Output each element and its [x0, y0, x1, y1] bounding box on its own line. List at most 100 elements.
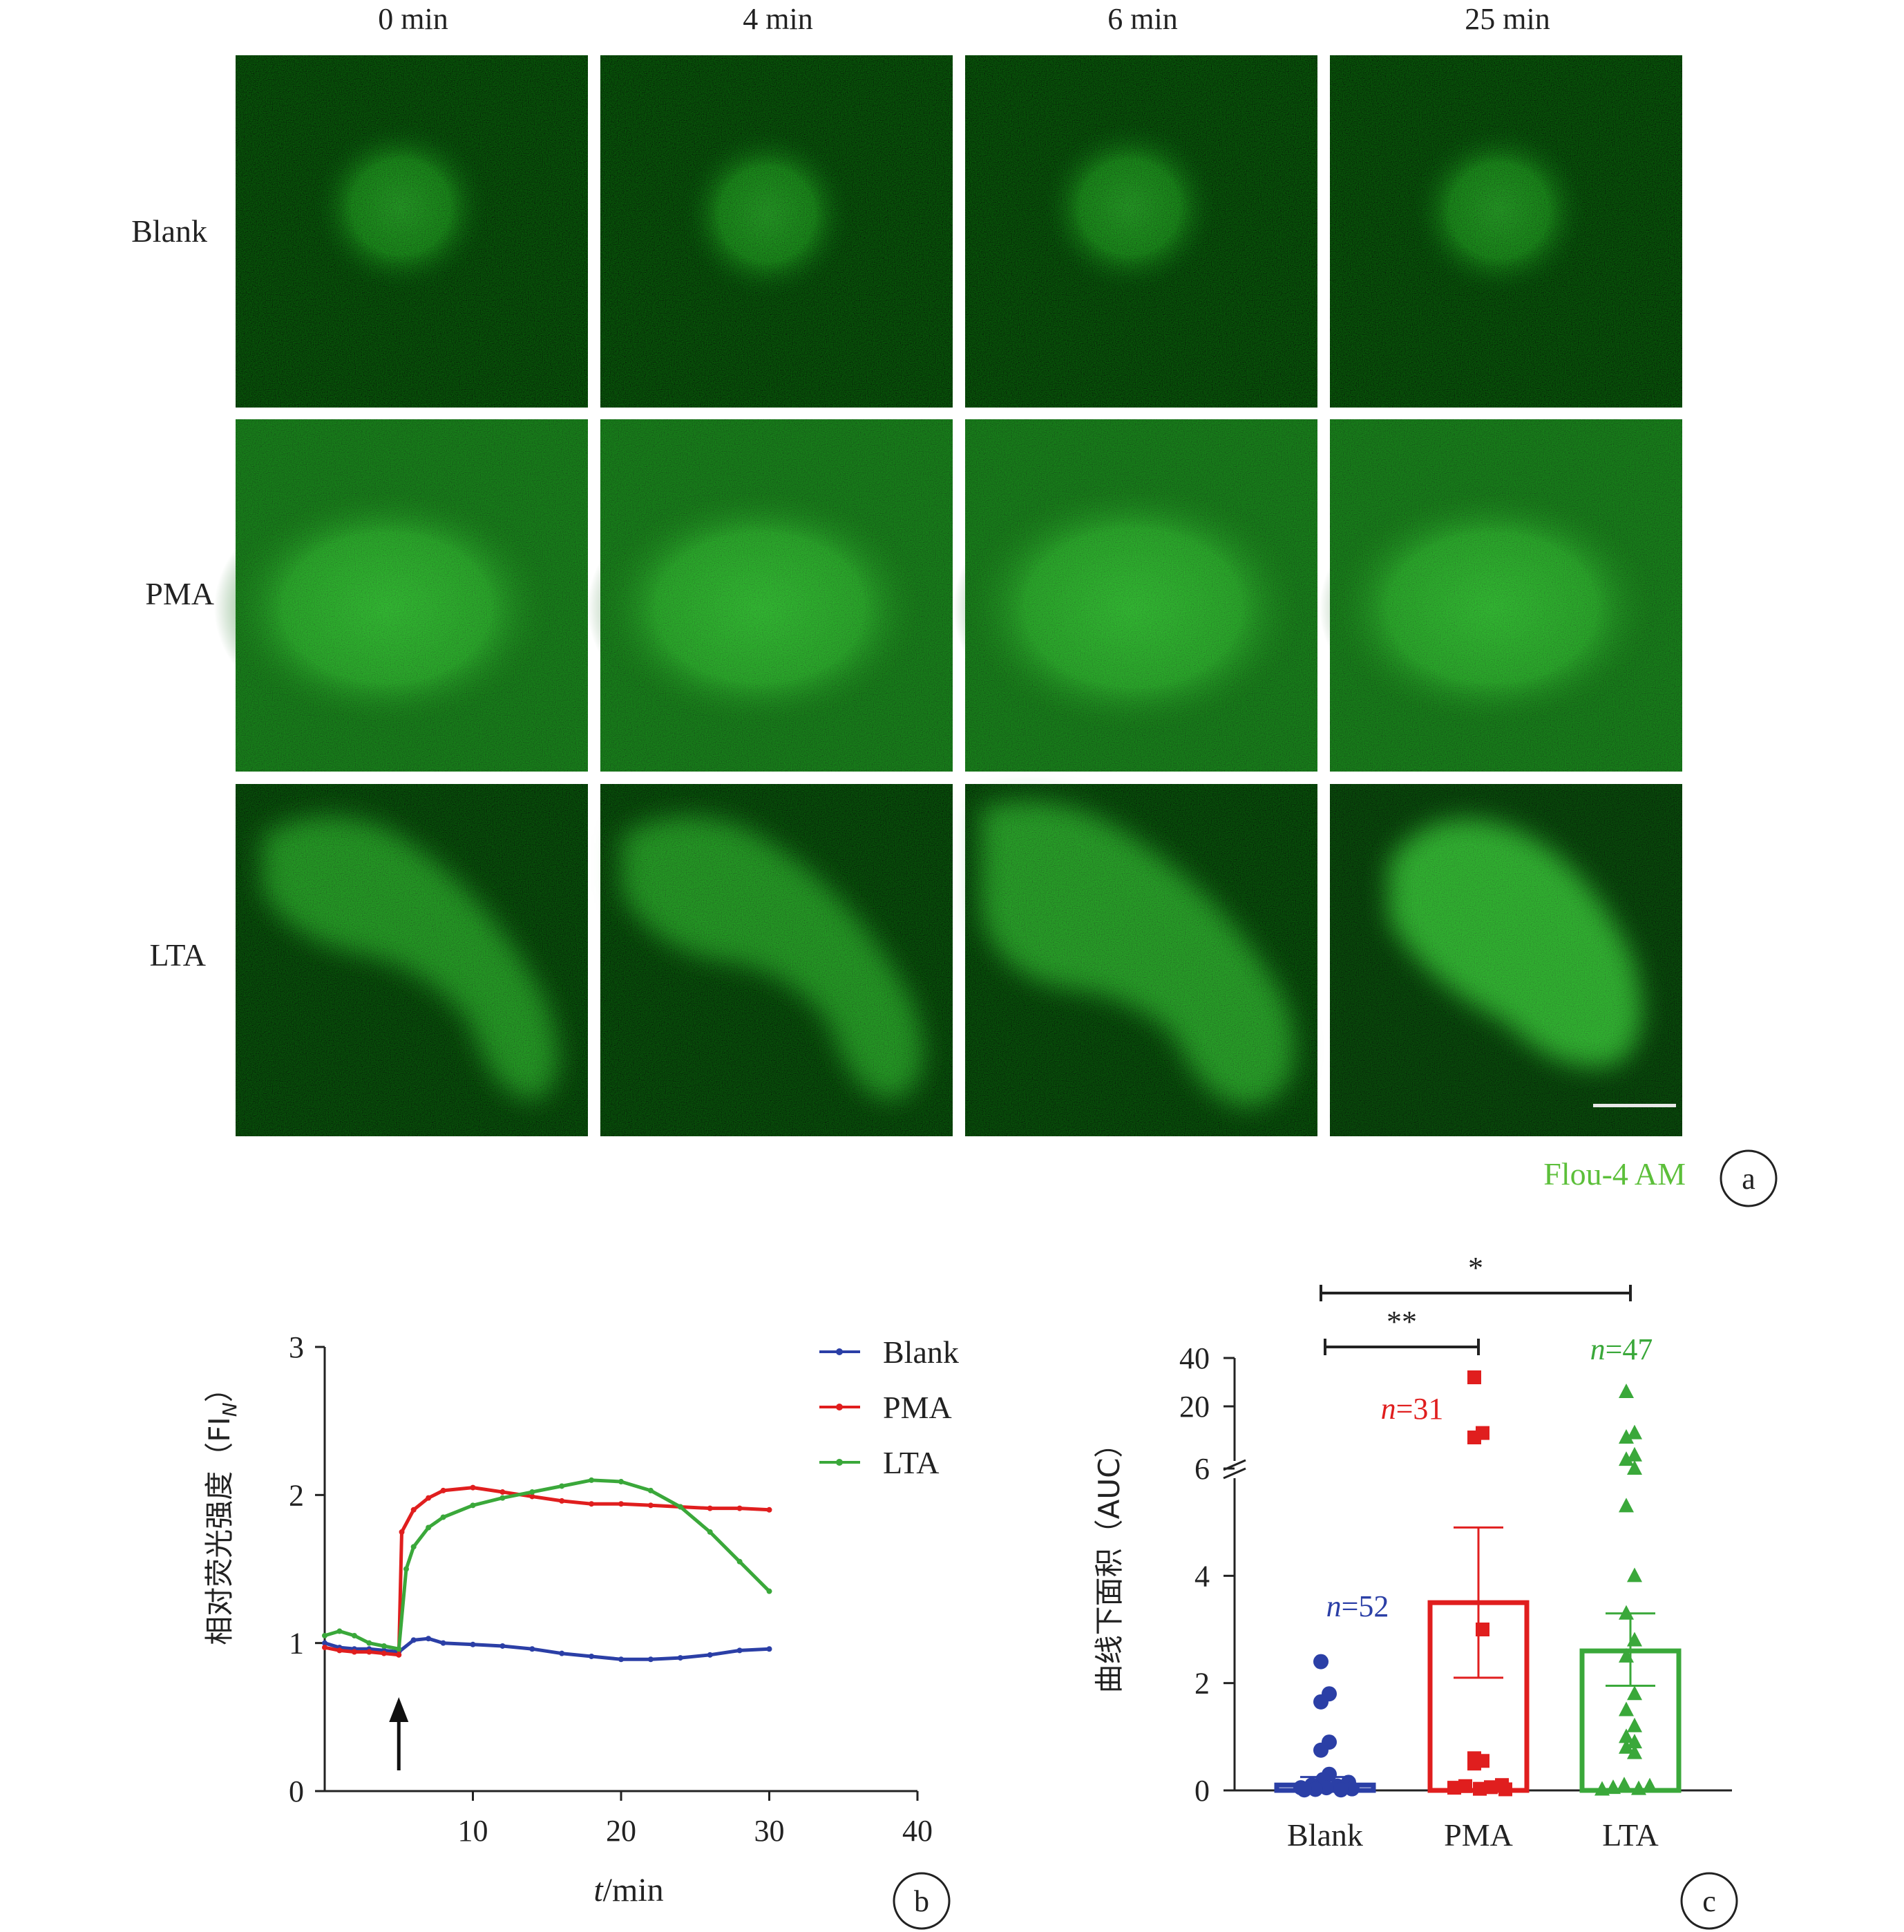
data-point-lta: [1619, 1451, 1634, 1466]
data-point-lta: [1594, 1781, 1610, 1796]
x-tick-label-b: 20: [606, 1814, 636, 1848]
data-point-blank: [1313, 1654, 1329, 1670]
y-tick-label-c: 4: [1194, 1559, 1210, 1593]
series-point-pma: [618, 1501, 624, 1507]
series-point-lta: [440, 1514, 446, 1520]
series-point-blank: [499, 1643, 506, 1649]
x-category-label-blank: Blank: [1287, 1817, 1363, 1853]
panel-b-letter-badge: b: [893, 1872, 951, 1930]
series-point-pma: [529, 1493, 535, 1500]
series-point-pma: [736, 1505, 743, 1511]
x-axis-title-rest: /min: [603, 1872, 664, 1909]
legend-marker-blank: [836, 1348, 843, 1355]
series-point-pma: [589, 1501, 595, 1507]
micrograph-blank-4min: [600, 55, 953, 408]
series-point-lta: [647, 1487, 654, 1493]
data-point-pma: [1473, 1781, 1487, 1796]
data-point-pma: [1498, 1782, 1512, 1797]
data-point-lta: [1619, 1429, 1634, 1444]
series-point-blank: [677, 1655, 683, 1661]
n-label-value: =52: [1342, 1589, 1389, 1623]
series-point-pma: [336, 1647, 343, 1654]
time-label-3: 25 min: [1465, 2, 1550, 36]
series-point-pma: [399, 1529, 405, 1535]
data-point-lta: [1619, 1647, 1634, 1663]
panel-c-letter-badge: c: [1680, 1872, 1738, 1930]
series-point-pma: [707, 1505, 713, 1511]
data-point-lta: [1627, 1744, 1642, 1759]
line-chart: 相对荧光强度（FIN） t/min Blank PMA LTA b 0 1 2 3 10 20…: [202, 1330, 959, 1930]
series-point-blank: [529, 1646, 535, 1652]
series-point-lta: [736, 1558, 743, 1565]
micrograph-lta-25min: [1330, 784, 1682, 1136]
series-point-pma: [440, 1487, 446, 1493]
series-point-blank: [589, 1653, 595, 1659]
y-tick-label-c: 6: [1194, 1452, 1210, 1486]
series-point-pma: [426, 1495, 432, 1501]
data-point-pma: [1458, 1779, 1472, 1793]
y-axis-title-c-text: 曲线下面积（AUC）: [1092, 1429, 1126, 1694]
time-label-0: 0 min: [378, 2, 448, 36]
micrograph-lta-0min: [236, 784, 588, 1136]
data-point-blank: [1308, 1781, 1323, 1797]
row-label-blank: Blank: [131, 213, 207, 249]
series-point-blank: [736, 1647, 743, 1654]
data-point-pma: [1467, 1370, 1481, 1384]
y-tick-label-c: 0: [1194, 1774, 1210, 1808]
y-axis-title-c: 曲线下面积（AUC）: [1092, 1429, 1126, 1694]
data-point-lta: [1619, 1605, 1634, 1620]
data-point-blank: [1333, 1782, 1349, 1798]
micrograph-blank-6min: [965, 55, 1317, 408]
x-category-label-lta: LTA: [1602, 1817, 1659, 1853]
legend-marker-pma: [836, 1404, 843, 1410]
data-point-lta: [1627, 1632, 1642, 1647]
series-point-lta: [396, 1646, 402, 1652]
row-label-pma: PMA: [145, 576, 214, 611]
data-point-lta: [1627, 1446, 1642, 1462]
y-tick-label-c: 40: [1179, 1341, 1210, 1375]
series-point-blank: [618, 1656, 624, 1663]
n-label-pma: n=31: [1381, 1392, 1444, 1426]
data-point-lta: [1619, 1701, 1634, 1716]
data-point-lta: [1627, 1424, 1642, 1440]
y-tick-label-b: 0: [289, 1775, 304, 1808]
series-point-pma: [381, 1650, 387, 1656]
svg-text:相对荧光强度（FIN）: 相对荧光强度（FIN）: [202, 1373, 241, 1645]
y-tick-label-c: 2: [1194, 1667, 1210, 1701]
significance-label: *: [1468, 1251, 1483, 1285]
x-category-label-pma: PMA: [1444, 1817, 1513, 1853]
data-point-pma: [1476, 1623, 1489, 1636]
data-point-pma: [1467, 1757, 1481, 1771]
axis-break-mark-lower: [1223, 1467, 1246, 1480]
data-point-blank: [1313, 1694, 1329, 1710]
n-label-value: =31: [1396, 1392, 1444, 1426]
series-point-blank: [707, 1652, 713, 1658]
data-point-lta: [1619, 1498, 1634, 1513]
stain-label: Flou-4 AM: [1543, 1156, 1686, 1192]
y-axis-title-text: 相对荧光强度（FI: [202, 1417, 236, 1645]
micrograph-blank-25min: [1330, 55, 1682, 408]
row-label-lta: LTA: [149, 937, 206, 973]
data-point-blank: [1344, 1781, 1360, 1797]
data-point-lta: [1627, 1567, 1642, 1582]
data-point-lta: [1627, 1717, 1642, 1732]
legend-b: Blank PMA LTA: [819, 1335, 959, 1480]
series-point-lta: [403, 1566, 409, 1572]
data-point-blank: [1313, 1742, 1329, 1758]
stimulus-arrow-head: [389, 1697, 409, 1722]
time-labels: 0 min 4 min 6 min 25 min: [378, 2, 1550, 36]
series-point-lta: [410, 1544, 417, 1550]
data-point-lta: [1642, 1777, 1657, 1792]
series-point-pma: [351, 1649, 357, 1655]
n-label-italic: n: [1326, 1589, 1342, 1623]
series-point-pma: [499, 1489, 506, 1495]
n-label-value: =47: [1606, 1332, 1653, 1366]
series-line-pma: [324, 1486, 770, 1657]
series-point-blank: [766, 1646, 772, 1652]
legend-marker-lta: [836, 1459, 843, 1466]
series-point-pma: [647, 1502, 654, 1509]
series-point-blank: [322, 1640, 327, 1646]
series-point-lta: [618, 1479, 624, 1485]
data-point-lta: [1606, 1779, 1621, 1795]
